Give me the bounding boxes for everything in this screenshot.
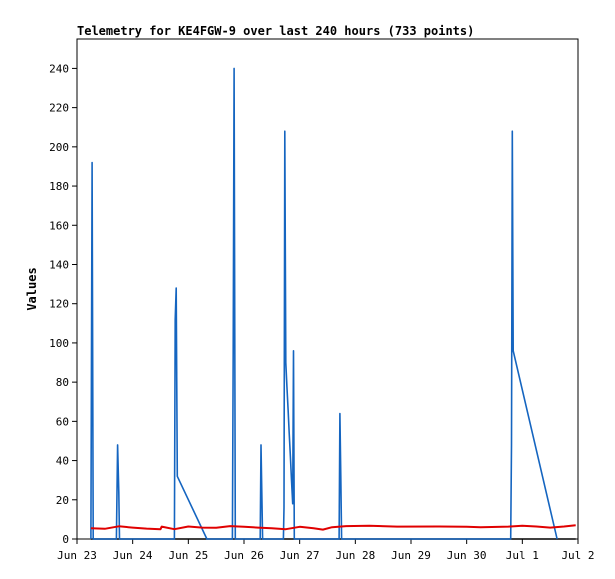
series-line-2 bbox=[90, 67, 558, 540]
y-tick-label: 0 bbox=[62, 533, 69, 546]
y-tick-label: 120 bbox=[49, 298, 69, 311]
y-axis-label: Values bbox=[25, 267, 39, 310]
x-tick-label: Jun 24 bbox=[113, 549, 153, 562]
series-line-3 bbox=[90, 524, 576, 531]
x-tick-label: Jun 27 bbox=[280, 549, 320, 562]
y-tick-label: 180 bbox=[49, 180, 69, 193]
y-tick-label: 80 bbox=[56, 376, 69, 389]
y-tick-label: 140 bbox=[49, 258, 69, 271]
x-tick-label: Jun 30 bbox=[447, 549, 487, 562]
y-tick-label: 220 bbox=[49, 102, 69, 115]
y-tick-label: 200 bbox=[49, 141, 69, 154]
x-tick-label: Jun 29 bbox=[391, 549, 431, 562]
x-tick-label: Jun 23 bbox=[57, 549, 97, 562]
x-tick-label: Jun 25 bbox=[168, 549, 208, 562]
y-axis-ticks: 0 20 40 60 80 100 120 140 160 180 200 220 240 bbox=[49, 62, 77, 546]
plot-area-frame bbox=[76, 38, 579, 540]
x-axis-ticks: Jun 23 Jun 24 Jun 25 Jun 26 Jun 27 Jun 28 Jun … bbox=[57, 539, 595, 562]
y-tick-label: 60 bbox=[56, 415, 69, 428]
y-tick-label: 240 bbox=[49, 62, 69, 75]
x-tick-label: Jul 1 bbox=[506, 549, 539, 562]
x-tick-label: Jun 26 bbox=[224, 549, 264, 562]
y-tick-label: 100 bbox=[49, 337, 69, 350]
y-tick-label: 40 bbox=[56, 455, 69, 468]
x-tick-label: Jul 2 bbox=[561, 549, 594, 562]
x-tick-label: Jun 28 bbox=[335, 549, 375, 562]
chart-title: Telemetry for KE4FGW-9 over last 240 hou… bbox=[77, 24, 474, 38]
series-lines bbox=[90, 67, 576, 540]
y-tick-label: 160 bbox=[49, 219, 69, 232]
y-tick-label: 20 bbox=[56, 494, 69, 507]
